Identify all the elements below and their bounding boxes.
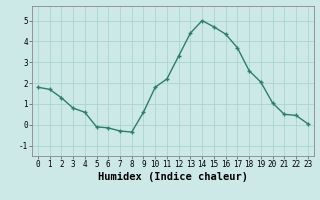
X-axis label: Humidex (Indice chaleur): Humidex (Indice chaleur) [98,172,248,182]
